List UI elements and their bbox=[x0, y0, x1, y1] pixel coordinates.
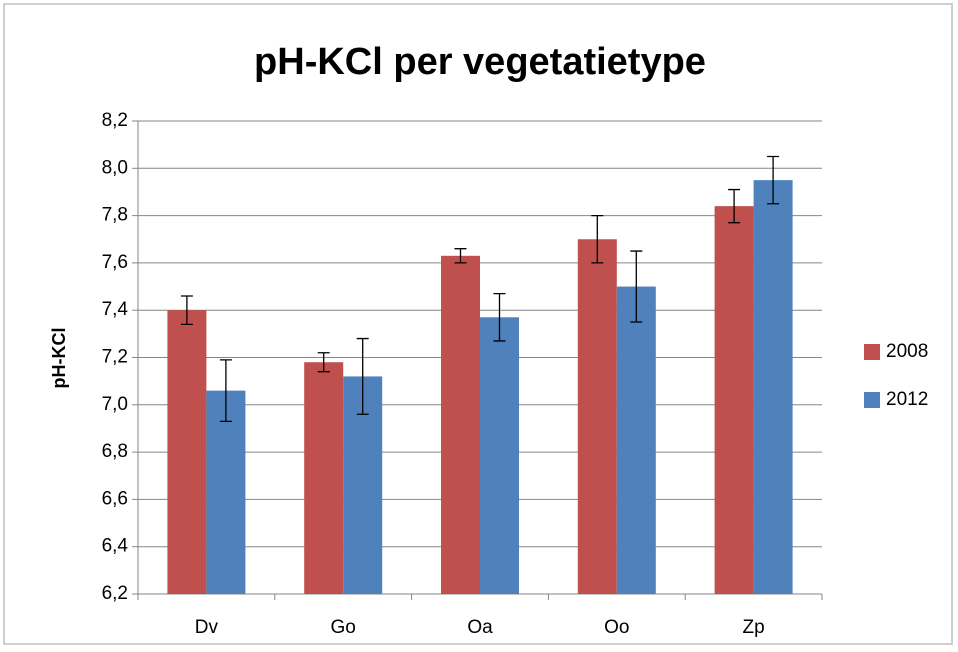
error-bar bbox=[493, 292, 506, 342]
error-bar bbox=[767, 155, 780, 205]
y-tick-label: 8,0 bbox=[102, 157, 128, 178]
bar bbox=[167, 310, 207, 594]
x-tick-label: Go bbox=[331, 617, 356, 638]
y-tick-label: 6,6 bbox=[102, 488, 128, 509]
chart-title: pH-KCl per vegetatietype bbox=[254, 41, 706, 83]
y-tick-label: 7,8 bbox=[102, 205, 128, 226]
y-tick-label: 6,2 bbox=[102, 583, 128, 604]
legend-label: 2012 bbox=[886, 389, 928, 410]
bar bbox=[714, 206, 754, 594]
error-bar bbox=[630, 250, 643, 323]
legend-label: 2008 bbox=[886, 341, 928, 362]
error-bar bbox=[454, 248, 467, 264]
x-tick-label: Dv bbox=[195, 617, 219, 638]
bar bbox=[616, 286, 656, 594]
legend-swatch bbox=[864, 344, 880, 360]
y-tick-label: 6,8 bbox=[102, 441, 128, 462]
error-bar bbox=[356, 337, 369, 415]
y-tick-label: 7,0 bbox=[102, 394, 128, 415]
legend-swatch bbox=[864, 392, 880, 408]
y-tick-label: 7,2 bbox=[102, 347, 128, 368]
error-bar bbox=[180, 295, 193, 326]
y-tick-label: 6,4 bbox=[102, 536, 129, 557]
y-tick-label: 7,4 bbox=[102, 299, 129, 320]
error-bar bbox=[317, 352, 330, 373]
y-tick-label: 7,6 bbox=[102, 252, 128, 273]
bar bbox=[480, 317, 519, 594]
bar bbox=[577, 239, 617, 594]
x-tick-label: Zp bbox=[743, 617, 765, 638]
error-bar bbox=[219, 359, 232, 423]
bar bbox=[304, 362, 344, 594]
error-bar bbox=[591, 214, 604, 264]
bar bbox=[753, 180, 793, 594]
x-tick-label: Oo bbox=[604, 617, 629, 638]
x-tick-label: Oa bbox=[467, 617, 493, 638]
error-bar bbox=[728, 188, 741, 224]
bar bbox=[206, 390, 246, 594]
y-axis-label: pH-KCl bbox=[49, 328, 69, 389]
y-tick-label: 8,2 bbox=[102, 110, 128, 131]
bar bbox=[441, 255, 480, 594]
